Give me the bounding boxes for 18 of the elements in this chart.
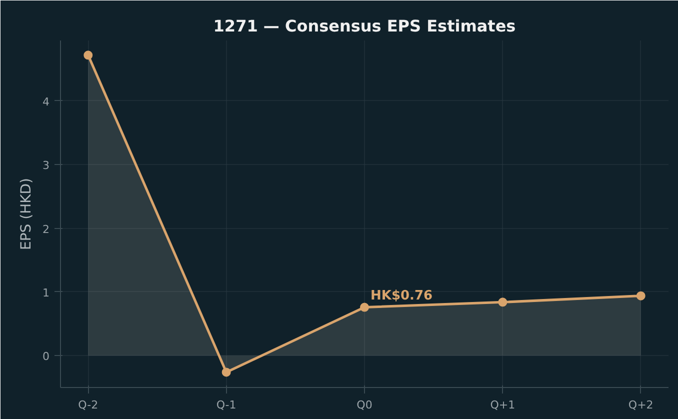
chart-title: 1271 — Consensus EPS Estimates	[213, 16, 516, 36]
y-tick-label: 0	[42, 350, 50, 364]
x-tick-label: Q-1	[216, 398, 236, 412]
point	[222, 368, 231, 377]
y-tick-label: 4	[42, 95, 50, 108]
y-tick-label: 2	[42, 222, 50, 236]
point	[498, 298, 508, 307]
y-tick-label: 1	[42, 286, 50, 300]
y-tick-label: 3	[42, 159, 50, 172]
point	[636, 291, 646, 300]
point	[84, 50, 93, 60]
x-tick-label: Q-2	[78, 398, 98, 412]
y-axis-title: EPS (HKD)	[18, 178, 34, 250]
x-tick-label: Q+2	[628, 398, 654, 412]
x-tick-label: Q0	[356, 398, 372, 412]
annotation: HK$0.76	[370, 288, 433, 304]
x-tick-label: Q+1	[490, 398, 516, 412]
point	[360, 302, 369, 312]
